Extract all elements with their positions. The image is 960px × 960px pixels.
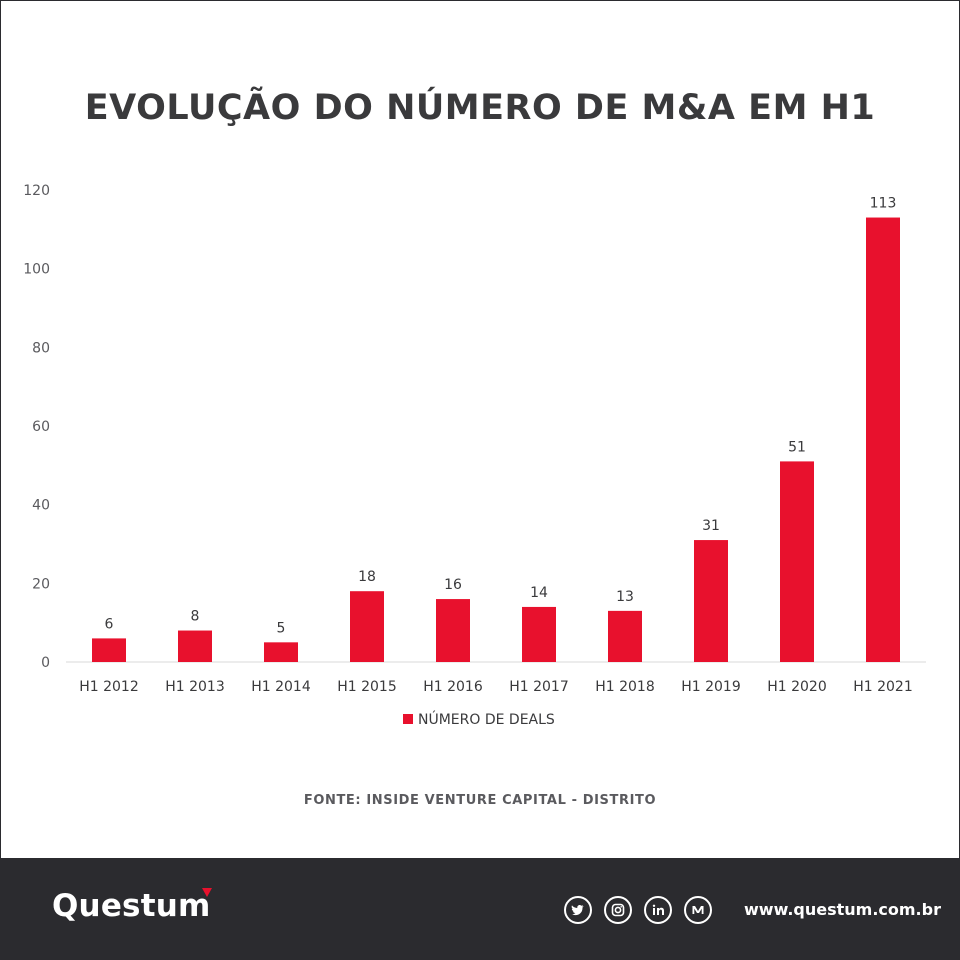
x-tick-label: H1 2016 [423,679,483,695]
bar-value-label: 113 [870,196,897,212]
bar-chart: 0 20 40 60 80 100 120 6 H1 2012 8 H1 2013 5 H1 2014 1… [23,183,926,728]
y-tick-label: 80 [32,340,50,356]
x-tick-label: H1 2014 [251,679,311,695]
bar-value-label: 31 [702,518,720,534]
bar-value-label: 6 [105,616,114,632]
x-tick-label: H1 2018 [595,679,655,695]
bar [866,217,900,663]
bar [178,630,212,662]
bar-value-label: 18 [358,569,376,585]
bar [608,610,642,662]
y-tick-label: 100 [23,262,50,278]
medium-icon[interactable] [684,896,712,924]
bar [436,599,470,662]
x-tick-label: H1 2019 [681,679,741,695]
x-tick-label: H1 2015 [337,679,397,695]
brand-accent-mark [202,888,212,897]
x-tick-label: H1 2013 [165,679,225,695]
x-tick-label: H1 2020 [767,679,827,695]
bar-value-label: 51 [788,439,806,455]
brand-logo[interactable]: Questum [52,888,212,924]
bar-value-label: 13 [616,589,634,605]
chart-card [0,0,960,859]
source-note: FONTE: INSIDE VENTURE CAPITAL - DISTRITO [303,793,657,808]
legend-label: NÚMERO DE DEALS [418,710,555,728]
bar [780,461,814,662]
x-tick-label: H1 2012 [79,679,139,695]
chart-title: EVOLUÇÃO DO NÚMERO DE M&A EM H1 [84,88,876,128]
bar [522,606,556,662]
bar-value-label: 8 [191,609,200,625]
y-tick-label: 120 [23,183,50,199]
footer-bar: Questum www.questum.com.br [0,858,960,960]
y-tick-label: 40 [32,498,50,514]
bar-value-label: 16 [444,577,462,593]
legend-swatch [403,714,413,724]
linkedin-icon[interactable] [644,896,672,924]
website-link[interactable]: www.questum.com.br [744,900,941,919]
bar [694,540,728,662]
twitter-icon[interactable] [564,896,592,924]
instagram-icon[interactable] [604,896,632,924]
y-tick-label: 60 [32,419,50,435]
bar-value-label: 14 [530,585,548,601]
y-tick-label: 0 [41,655,50,671]
x-tick-label: H1 2021 [853,679,913,695]
bar [92,638,126,662]
bar-value-label: 5 [277,620,286,636]
bar [350,591,384,662]
brand-name: Questum [52,888,211,924]
bar [264,642,298,662]
y-tick-label: 20 [32,576,50,592]
x-tick-label: H1 2017 [509,679,569,695]
